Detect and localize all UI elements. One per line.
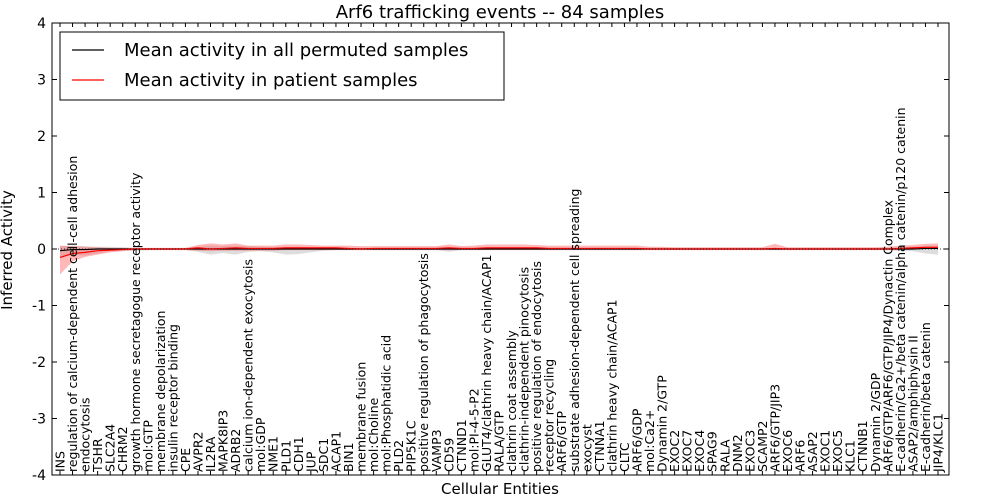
entity-label: CD59: [441, 438, 456, 472]
entity-label: JIP4/KLC1: [931, 413, 946, 473]
entity-label: Dynamin 2/GDP: [868, 372, 883, 472]
entity-label: ARF6/GTP/ARF6/GTP/JIP4/Dynactin Complex: [880, 200, 895, 472]
entity-label: DNM2: [730, 434, 745, 472]
series-line: [59, 246, 938, 259]
x-axis-label: Cellular Entities: [441, 480, 559, 498]
entity-label: CHRM2: [115, 426, 130, 472]
entity-label: E-cadherin/Ca2+/beta catenin/alpha caten…: [893, 107, 908, 472]
entity-label: exocyst: [579, 424, 594, 472]
entity-label: EXOC5: [830, 430, 845, 472]
entity-label: EXOC7: [680, 430, 695, 472]
entity-label: ASAP2/amphiphysin II: [905, 335, 920, 472]
y-tick-label: 4: [37, 16, 46, 32]
entity-label: ADRB2: [228, 429, 243, 472]
legend-label-permuted: Mean activity in all permuted samples: [124, 40, 468, 61]
entity-label: MAPK8IP3: [216, 410, 231, 472]
legend: Mean activity in all permuted samples Me…: [59, 31, 505, 101]
series-lines: [52, 246, 949, 259]
entity-label: PLD1: [278, 440, 293, 472]
entity-label: CTNND1: [454, 419, 469, 472]
entity-label: clathrin heavy chain/ACAP1: [604, 299, 619, 472]
entity-label: CTNNB1: [855, 420, 870, 472]
entity-label: mol:GDP: [253, 417, 268, 472]
entity-label: EXOC3: [742, 430, 757, 472]
entity-label: CLTC: [617, 442, 632, 472]
entity-label: mol:Choline: [366, 397, 381, 472]
entity-label: SDC1: [316, 438, 331, 472]
y-tick-label: 1: [37, 186, 46, 202]
chart-title: Arf6 trafficking events -- 84 samples: [336, 2, 665, 23]
entity-label: PLD2: [391, 440, 406, 472]
entity-label: SLC2A4: [103, 424, 118, 472]
y-tick-label: 3: [37, 73, 46, 89]
entity-label: BIN1: [341, 442, 356, 472]
entity-label: clathrin-independent pinocytosis: [517, 267, 532, 472]
entity-label: INS: [53, 451, 68, 472]
entity-label: ARF6/GTP: [554, 411, 569, 472]
plot-frame: [51, 22, 950, 476]
entity-label: E-cadherin/beta catenin: [918, 322, 933, 472]
y-tick-label: -3: [32, 412, 46, 428]
entity-label: clathrin coat assembly: [504, 330, 519, 472]
y-tick-label: 2: [37, 129, 46, 145]
entity-label: Dynamin 2/GTP: [655, 375, 670, 472]
y-axis-label: Inferred Activity: [0, 190, 16, 310]
entity-label: mol:Ca2+: [642, 410, 657, 472]
entity-label: IL2RA: [203, 436, 218, 472]
entity-label: ARF6/GDP: [629, 408, 644, 472]
legend-label-patient: Mean activity in patient samples: [124, 70, 418, 91]
entity-label: EXOC6: [780, 430, 795, 472]
entity-label: SPAG9: [705, 431, 720, 472]
entity-label: RALA: [717, 439, 732, 472]
y-tick-label: 0: [37, 242, 46, 258]
entity-label: CTNNA1: [592, 420, 607, 472]
entity-label: mol:Phosphatidic acid: [379, 335, 394, 472]
entity-label: CDH1: [291, 436, 306, 472]
legend-box: [59, 31, 505, 101]
x-axis-ticks: [59, 23, 939, 475]
entity-label: positive regulation of phagocytosis: [416, 253, 431, 472]
entity-label: SCAMP2: [755, 421, 770, 473]
entity-label: growth hormone secretagogue receptor act…: [128, 172, 143, 472]
entity-label: PIP5K1C: [404, 420, 419, 472]
entity-label: NME1: [266, 436, 281, 472]
entity-label: RALA/GTP: [492, 410, 507, 472]
entity-label: mol:PI-4-5-P2: [466, 388, 481, 472]
y-tick-label: -4: [32, 468, 46, 484]
entity-label: membrane depolarization: [153, 311, 168, 472]
entity-label: VAMP3: [429, 429, 444, 472]
entity-label: EXOC2: [667, 430, 682, 472]
entity-label: substrate adhesion-dependent cell spread…: [567, 189, 582, 472]
entity-label: ACAP1: [328, 431, 343, 472]
entity-label: ARF6/GTP/JIP3: [767, 384, 782, 472]
entity-label: EXOC4: [692, 430, 707, 472]
y-tick-label: -1: [32, 299, 46, 315]
entity-label: positive regulation of endocytosis: [529, 261, 544, 472]
entity-label: EXOC1: [818, 430, 833, 472]
entity-label: KLC1: [843, 440, 858, 472]
entity-label: membrane fusion: [354, 362, 369, 472]
entity-label: AVPR2: [190, 432, 205, 472]
y-tick-label: -2: [32, 355, 46, 371]
entity-label: JUP: [303, 451, 318, 473]
entity-label: TSHR: [90, 438, 105, 473]
entity-label: calcium ion-dependent exocytosis: [241, 259, 256, 472]
y-axis-ticks: -4 -3 -2 -1 0 1 2 3 4: [32, 16, 949, 484]
entity-label: GLUT4/clathrin heavy chain/ACAP1: [479, 254, 494, 472]
entity-label: ASAP2: [805, 431, 820, 472]
entity-label: CPE: [178, 448, 193, 472]
entity-label: receptor recycling: [542, 359, 557, 472]
entity-label: ARF6: [793, 440, 808, 472]
entity-label: endocytosis: [78, 397, 93, 472]
entity-label: regulation of calcium-dependent cell-cel…: [65, 156, 80, 472]
entity-label: insulin receptor binding: [165, 324, 180, 472]
entity-label: mol:GTP: [140, 420, 155, 472]
